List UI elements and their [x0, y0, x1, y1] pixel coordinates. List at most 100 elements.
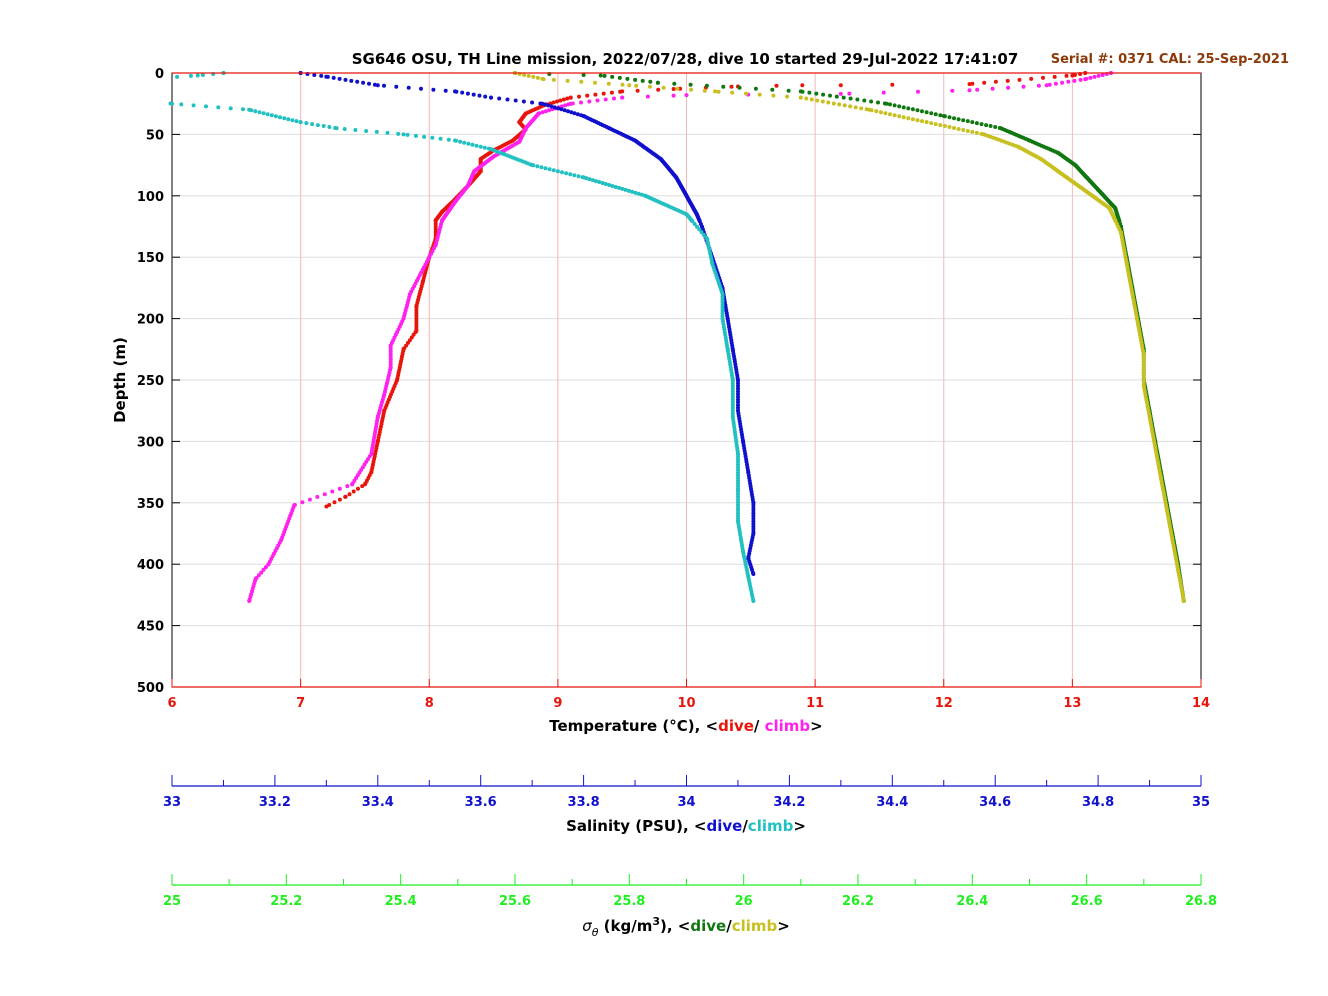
temperature-dive-point: [523, 111, 528, 116]
temperature-climb-point: [684, 93, 689, 98]
salinity-dive-point: [460, 90, 465, 95]
sigma_theta-dive-point: [798, 89, 803, 94]
temperature-climb-point: [307, 497, 312, 502]
salinity-tick-label: 34.2: [773, 795, 805, 810]
salinity-dive-point: [658, 157, 663, 161]
salinity-climb-point: [470, 142, 475, 147]
salinity-climb-point: [466, 141, 471, 146]
sigma_theta-dive-point: [786, 88, 791, 93]
sigma_theta-dive-point: [941, 114, 946, 118]
sigma-suffix: >: [777, 917, 790, 935]
salinity-climb-point: [269, 113, 274, 118]
sigma_theta-climb-point: [1181, 599, 1186, 603]
temperature-climb-point: [1006, 85, 1011, 90]
temperature-climb-point: [266, 562, 271, 567]
temperature-dive-point: [585, 93, 590, 98]
sigma_theta-dive-point: [848, 96, 853, 101]
salinity-climb-point: [593, 179, 598, 184]
sigma-theta-tick-label: 26.6: [1071, 894, 1103, 909]
salinity-label-text: Salinity (PSU), <: [566, 817, 706, 835]
salinity-dive-point: [684, 193, 689, 198]
sigma_theta-climb-point: [933, 122, 938, 127]
salinity-dive-point: [477, 93, 482, 98]
sigma_theta-climb-point: [647, 84, 652, 89]
temperature-climb-point: [579, 100, 583, 105]
temperature-dive-point: [800, 83, 805, 88]
sigma_theta-dive-point: [655, 80, 660, 85]
salinity-dive-point: [562, 108, 567, 113]
salinity-climb-point: [560, 170, 564, 175]
salinity-climb-point: [195, 73, 200, 78]
temperature-dive-point: [1017, 77, 1022, 82]
temperature-dive-point: [993, 79, 998, 84]
sigma_theta-dive-point: [1073, 163, 1078, 168]
sigma_theta-climb-point: [837, 102, 842, 107]
sigma_theta-dive-point: [988, 124, 993, 128]
temperature-climb-point: [345, 484, 350, 489]
salinity-climb-point: [564, 171, 569, 176]
temperature-climb-point: [523, 126, 528, 131]
sigma_theta-climb-point: [1136, 322, 1141, 327]
temperature-climb-point: [279, 537, 284, 542]
depth-tick-label: 0: [155, 67, 164, 82]
sigma_theta-climb-point: [620, 82, 625, 87]
temperature-climb-point: [536, 111, 541, 116]
temperature-climb-point: [975, 87, 980, 92]
temperature-climb-point: [612, 96, 616, 101]
salinity-dive-point: [751, 500, 756, 505]
temperature-dive-point: [324, 504, 329, 509]
salinity-climb-point: [204, 104, 208, 109]
salinity-dive-point: [741, 439, 746, 444]
temperature-tick-label: 11: [806, 696, 824, 711]
sigma_theta-dive-point: [688, 82, 693, 87]
temperature-climb-point: [1083, 77, 1088, 82]
temperature-climb-point: [568, 101, 573, 106]
temperature-tick-label: 12: [935, 696, 953, 711]
salinity-climb-point: [478, 144, 483, 149]
temperature-climb-point: [645, 94, 650, 99]
sigma_theta-climb-point: [526, 73, 531, 78]
depth-tick-label: 300: [137, 435, 164, 450]
temperature-dive-point: [565, 96, 570, 101]
sigma_theta-dive-point: [910, 107, 915, 112]
salinity-climb-point: [310, 122, 315, 127]
sigma_theta-climb-point: [956, 127, 961, 131]
temperature-dive-point: [433, 230, 438, 235]
salinity-dive-point: [382, 83, 386, 88]
salinity-climb-point: [315, 123, 320, 128]
salinity-dive-point: [331, 75, 336, 80]
sigma_theta-climb-point: [906, 116, 911, 121]
temperature-climb-point: [292, 503, 297, 508]
sigma_theta-climb-point: [551, 77, 556, 82]
temperature-climb-point: [950, 88, 955, 93]
temperature-dive-point: [1029, 76, 1034, 81]
salinity-dive-point: [483, 94, 488, 99]
salinity-climb-point: [241, 107, 245, 112]
salinity-climb-point: [705, 236, 710, 241]
sigma_theta-climb-point: [897, 114, 902, 119]
depth-tick-label: 50: [146, 128, 164, 143]
temperature-climb-point: [388, 365, 393, 370]
salinity-climb-point: [746, 574, 751, 579]
salinity-climb-point: [321, 124, 326, 128]
sigma-climb-word: climb: [732, 917, 778, 935]
sigma_theta-climb-point: [878, 110, 883, 115]
depth-tick-label: 400: [137, 558, 164, 573]
salinity-dive-point: [355, 79, 360, 84]
salinity-climb-point: [607, 183, 612, 187]
temperature-climb-point: [1060, 80, 1065, 85]
salinity-climb-point: [396, 131, 401, 136]
temperature-suffix: >: [810, 717, 823, 735]
salinity-climb-point: [530, 163, 535, 168]
temperature-separator: /: [754, 717, 765, 735]
temperature-dive-point: [395, 378, 400, 382]
sigma_theta-climb-point: [785, 94, 790, 99]
salinity-dive-point: [419, 86, 423, 91]
salinity-climb-word: climb: [748, 817, 794, 835]
sigma-separator: /: [726, 917, 732, 935]
temperature-climb-point: [1021, 84, 1026, 89]
salinity-climb-point: [247, 107, 252, 112]
salinity-tick-label: 35: [1192, 795, 1210, 810]
sigma_theta-climb-point: [593, 80, 597, 85]
sigma_theta-dive-point: [770, 87, 775, 92]
